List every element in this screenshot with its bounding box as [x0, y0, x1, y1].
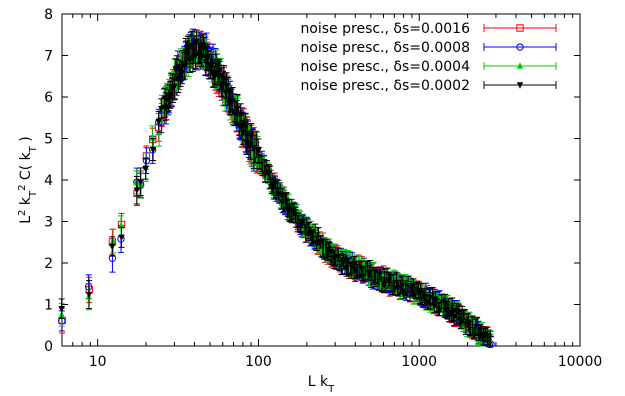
data-point — [149, 134, 156, 141]
y-tick-label: 5 — [44, 132, 53, 148]
y-tick-label: 2 — [44, 256, 53, 272]
y-tick-label: 6 — [44, 90, 53, 106]
legend-marker — [516, 62, 524, 69]
legend: noise presc., δs=0.0016 noise presc., δs=… — [300, 21, 557, 94]
legend-label: noise presc., δs=0.0002 — [300, 78, 470, 94]
data-point — [385, 277, 392, 284]
x-tick-label: 1000 — [401, 354, 437, 370]
x-axis-label: L kT — [308, 374, 335, 395]
y-tick-label: 1 — [44, 298, 53, 314]
data-point — [85, 291, 93, 299]
data-point — [234, 105, 241, 112]
data-point — [197, 46, 204, 53]
data-point — [142, 166, 149, 173]
data-point — [58, 306, 65, 313]
data-point — [193, 38, 200, 45]
data-point — [215, 68, 223, 75]
data-point — [133, 187, 140, 194]
data-point — [178, 70, 186, 77]
data-point — [326, 248, 334, 256]
data-point — [516, 24, 524, 32]
data-point — [432, 296, 439, 303]
data-point — [118, 234, 125, 242]
data-point — [149, 146, 157, 154]
data-point — [211, 74, 218, 81]
data-point — [516, 82, 524, 89]
y-axis-label: L2 kT2 C( kT ) — [17, 136, 39, 224]
data-point — [266, 170, 273, 177]
data-point — [247, 142, 254, 150]
data-point — [163, 103, 170, 110]
data-point — [417, 287, 424, 295]
data-point — [155, 119, 162, 126]
data-point — [313, 240, 320, 248]
data-point — [350, 260, 358, 268]
data-point — [455, 309, 462, 316]
x-tick-label: 10 — [89, 354, 107, 370]
data-point — [171, 83, 178, 91]
ticks: 0 1 2 3 4 5 6 7 8 10 100 1000 10000 — [44, 7, 602, 370]
x-tick-label: 100 — [245, 354, 272, 370]
legend-label: noise presc., δs=0.0008 — [300, 40, 470, 56]
y-tick-label: 4 — [44, 173, 53, 189]
legend-marker — [516, 24, 524, 32]
data-point — [516, 43, 524, 51]
series-4 — [58, 29, 494, 347]
legend-marker — [516, 43, 524, 51]
y-tick-label: 0 — [44, 339, 53, 355]
legend-label: noise presc., δs=0.0016 — [300, 21, 470, 37]
data-point — [142, 156, 151, 165]
y-tick-label: 8 — [44, 7, 53, 23]
data-point — [441, 300, 449, 307]
legend-marker — [516, 82, 524, 89]
x-tick-label: 10000 — [558, 354, 603, 370]
data-point — [219, 81, 227, 88]
y-tick-label: 3 — [44, 215, 53, 231]
legend-label: noise presc., δs=0.0004 — [300, 59, 470, 75]
y-tick-label: 7 — [44, 49, 53, 65]
data-point — [137, 179, 144, 186]
data-points — [58, 28, 495, 349]
data-point — [109, 237, 117, 244]
data-point — [516, 62, 524, 69]
data-point — [109, 243, 116, 251]
